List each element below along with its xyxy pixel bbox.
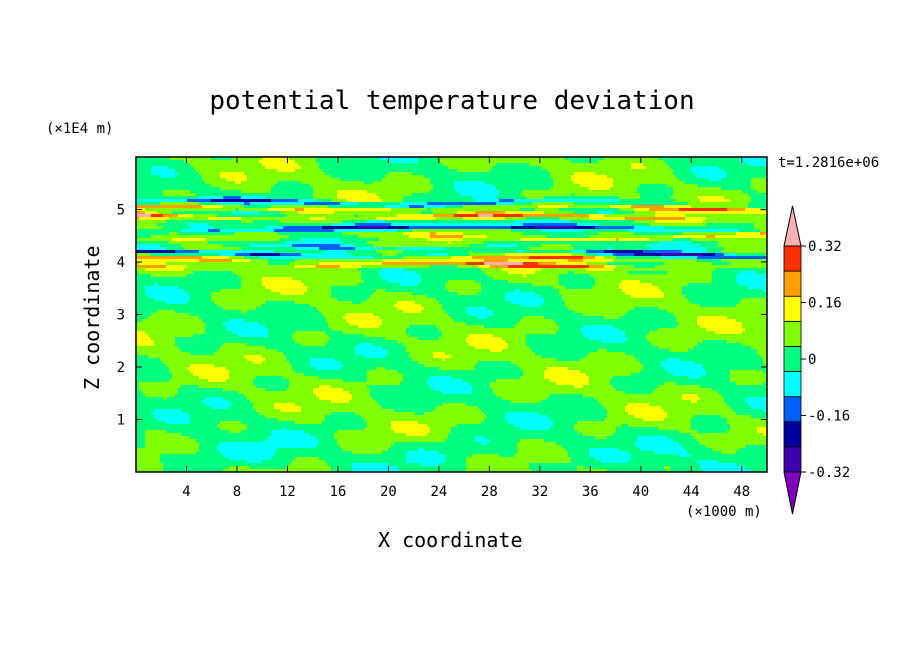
x-tick-label: 28 bbox=[481, 484, 498, 500]
x-tick-label: 40 bbox=[632, 484, 649, 500]
y-tick-label: 3 bbox=[117, 308, 125, 324]
colorbar-segment bbox=[784, 372, 801, 397]
colorbar-segment bbox=[784, 246, 801, 271]
y-tick-label: 2 bbox=[117, 360, 125, 376]
colorbar-segment bbox=[784, 397, 801, 422]
x-tick-label: 12 bbox=[279, 484, 296, 500]
colorbar-tick-label: -0.16 bbox=[808, 409, 850, 425]
x-tick-label: 8 bbox=[233, 484, 241, 500]
colorbar-tick-label: -0.32 bbox=[808, 465, 850, 481]
x-tick-label: 48 bbox=[733, 484, 750, 500]
x-tick-label: 4 bbox=[182, 484, 190, 500]
x-tick-label: 36 bbox=[582, 484, 599, 500]
x-tick-label: 16 bbox=[329, 484, 346, 500]
colorbar-tick-label: 0 bbox=[808, 352, 816, 368]
colorbar-segment bbox=[784, 271, 801, 296]
colorbar-extend-high bbox=[784, 206, 801, 246]
colorbar-tick-label: 0.16 bbox=[808, 296, 842, 312]
colorbar-extend-low bbox=[784, 472, 801, 514]
x-tick-label: 20 bbox=[380, 484, 397, 500]
y-tick-label: 5 bbox=[117, 203, 125, 219]
x-tick-label: 24 bbox=[430, 484, 447, 500]
x-tick-label: 32 bbox=[531, 484, 548, 500]
y-tick-label: 4 bbox=[117, 255, 125, 271]
x-tick-label: 44 bbox=[683, 484, 700, 500]
y-tick-label: 1 bbox=[117, 413, 125, 429]
colorbar-segment bbox=[784, 321, 801, 346]
colorbar-segment bbox=[784, 296, 801, 321]
colorbar-segment bbox=[784, 422, 801, 447]
colorbar-segment bbox=[784, 346, 801, 371]
colorbar-segment bbox=[784, 447, 801, 472]
colorbar-tick-label: 0.32 bbox=[808, 239, 842, 255]
